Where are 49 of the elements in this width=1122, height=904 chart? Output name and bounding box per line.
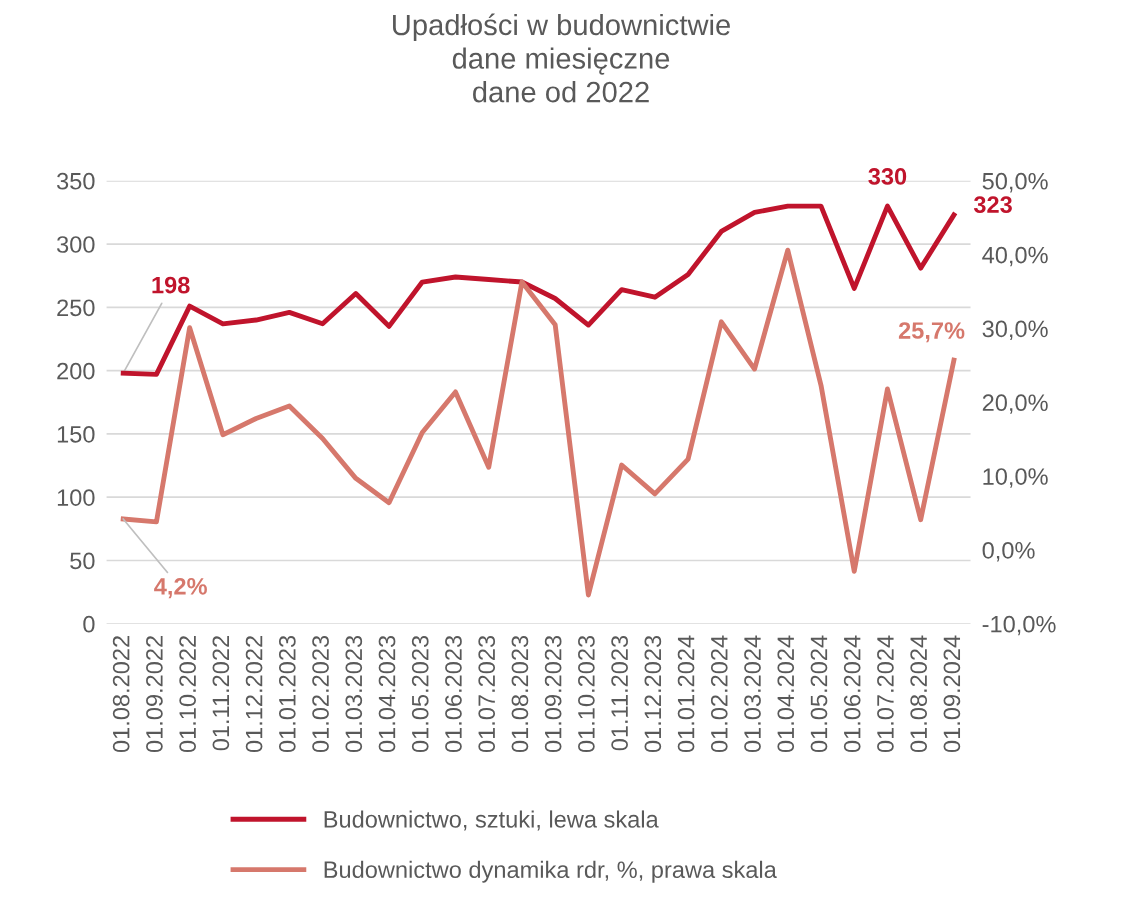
x-tick-label: 01.05.2024: [810, 635, 828, 753]
x-tick-label: 01.11.2023: [611, 635, 628, 751]
data-label: 323: [973, 196, 1012, 214]
y-tick-label: 50: [70, 552, 95, 570]
x-tick-label: 01.04.2023: [378, 635, 396, 753]
y-tick-label: 100: [57, 489, 95, 506]
x-tick-label: 01.12.2022: [245, 636, 263, 753]
data-label: 25,7%: [898, 322, 965, 343]
y2-tick-label: 30,0%: [982, 320, 1048, 341]
y-tick-label: 250: [57, 299, 95, 317]
x-tick-label: 01.03.2024: [744, 635, 761, 753]
x-tick-label: 01.09.2022: [146, 636, 163, 753]
y-tick-label: 0: [83, 615, 95, 633]
x-tick-label: 01.10.2022: [179, 636, 196, 753]
x-tick-label: 01.07.2024: [877, 635, 894, 753]
y-tick-label: 300: [56, 236, 95, 253]
legend-label: Budownictwo dynamika rdr, %, prawa skala: [324, 860, 777, 883]
y2-tick-label: 20,0%: [982, 394, 1048, 414]
x-tick-label: 01.09.2023: [544, 635, 562, 753]
y2-tick-label: 50,0%: [982, 172, 1048, 193]
data-label: 330: [868, 168, 907, 185]
legend-label: Budownictwo, sztuki, lewa skala: [324, 810, 659, 831]
chart-title: Upadłości w budownictwie dane miesięczne dane od 2022: [393, 13, 730, 103]
x-tick-label: 01.06.2023: [445, 635, 462, 753]
y2-tick-label: 10,0%: [983, 468, 1048, 488]
x-tick-label: 01.04.2024: [777, 635, 795, 753]
y2-tick-label: -10,0%: [982, 615, 1056, 636]
data-label: 198: [152, 276, 190, 294]
x-tick-label: 01.06.2024: [843, 635, 861, 753]
y-tick-label: 350: [56, 172, 95, 190]
x-tick-label: 01.08.2022: [112, 636, 130, 753]
y2-tick-label: 0,0%: [982, 542, 1035, 562]
x-tick-label: 01.02.2023: [312, 635, 329, 753]
x-tick-label: 01.09.2024: [943, 635, 961, 753]
x-tick-label: 01.10.2023: [578, 635, 595, 753]
x-tick-label: 01.05.2023: [411, 635, 429, 753]
x-tick-label: 01.02.2024: [710, 635, 728, 753]
x-tick-label: 01.01.2024: [677, 635, 695, 753]
x-tick-label: 01.01.2023: [278, 635, 296, 753]
x-tick-label: 01.08.2024: [910, 635, 928, 753]
y-tick-label: 200: [57, 362, 95, 380]
x-tick-label: 01.07.2023: [478, 635, 496, 753]
x-tick-label: 01.11.2022: [212, 636, 230, 751]
data-label: 4,2%: [154, 577, 207, 599]
x-tick-label: 01.03.2023: [345, 635, 363, 753]
x-tick-label: 01.12.2023: [644, 635, 662, 753]
y2-tick-label: 40,0%: [982, 246, 1048, 267]
x-tick-label: 01.08.2023: [511, 635, 529, 753]
y-tick-label: 150: [57, 425, 95, 443]
